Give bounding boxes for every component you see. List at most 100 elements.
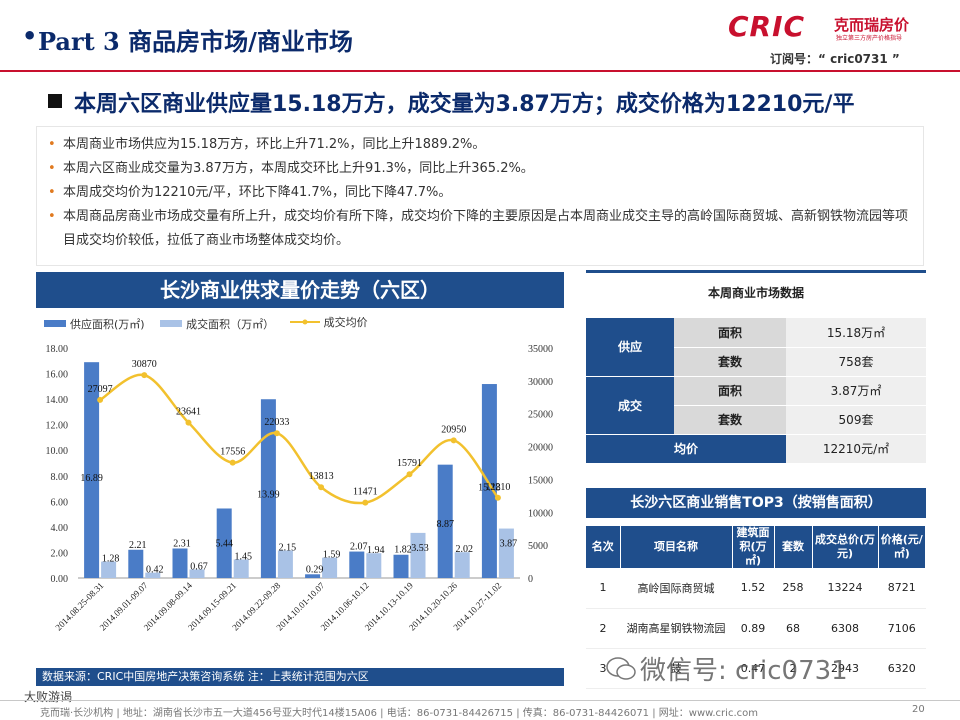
left-tick-label: 16.00 — [46, 370, 69, 381]
col-project: 项目名称 — [620, 526, 733, 568]
supply-bar — [393, 554, 409, 578]
right-tick-label: 0 — [528, 574, 533, 585]
deal-units-label: 套数 — [674, 405, 786, 435]
logo-cn-name: 克而瑞房价 — [834, 16, 910, 34]
table-row: 均价 12210元/㎡ — [586, 434, 926, 464]
market-data-table: 供应 面积 15.18万㎡ 套数 758套 成交 面积 3.87万㎡ 套数 50… — [586, 318, 926, 464]
bullet-deal: 本周六区商业成交量为3.87万方，本周成交环比上升91.3%，同比上升365.2… — [45, 157, 915, 181]
cell: 68 — [774, 608, 812, 649]
cell: 0.89 — [732, 608, 774, 649]
right-tick-label: 20000 — [528, 443, 553, 454]
price-point — [185, 419, 192, 426]
right-tick-label: 10000 — [528, 508, 553, 519]
deal-data-label: 1.45 — [234, 551, 252, 562]
market-table-topline — [586, 270, 926, 273]
chart-legend: 供应面积(万㎡) 成交面积（万㎡） 成交均价 — [44, 314, 380, 332]
cell: 2 — [774, 648, 812, 689]
page-number: 20 — [912, 704, 925, 715]
page-title: Part 3 商品房市场/商业市场 — [38, 27, 353, 56]
price-point — [362, 499, 369, 506]
table-row: 成交 面积 3.87万㎡ — [586, 376, 926, 435]
left-tick-label: 12.00 — [46, 421, 69, 432]
cell: 鼓 — [620, 648, 732, 689]
deal-data-label: 3.87 — [500, 539, 518, 550]
deal-bar — [410, 532, 426, 578]
supply-label: 供应 — [586, 318, 674, 377]
table-row: 2 湖南高星钢铁物流园 0.89 68 6308 7106 — [586, 608, 926, 649]
bullet-price: 本周成交均价为12210元/平，环比下降41.7%，同比下降47.7%。 — [45, 181, 915, 205]
corner-brand: 大败游谒 — [24, 690, 73, 704]
price-data-label: 23641 — [176, 407, 201, 418]
deal-bar — [322, 557, 338, 578]
footer-contact: 克而瑞·长沙机构 | 地址：湖南省长沙市五一大道456号亚大时代14楼15A06… — [40, 708, 758, 719]
cell: 1.52 — [732, 568, 774, 609]
col-units: 套数 — [774, 526, 813, 568]
price-data-label: 22033 — [264, 417, 289, 428]
supply-demand-price-chart: 0.00 2.00 4.00 6.00 8.00 10.00 12.00 14.00 16.00… — [46, 344, 554, 632]
price-data-label: 20950 — [441, 424, 466, 435]
avg-price-label: 均价 — [586, 434, 786, 464]
legend-supply: 供应面积(万㎡) — [44, 316, 145, 332]
supply-data-label: 16.89 — [80, 473, 103, 484]
top3-table: 名次 项目名称 建筑面积(万㎡) 套数 成交总价(万元) 价格(元/㎡) 1 高… — [586, 526, 926, 689]
deal-label: 成交 — [586, 376, 674, 435]
deal-area-value: 3.87万㎡ — [786, 376, 926, 406]
supply-data-label: 5.44 — [215, 539, 233, 550]
left-tick-label: 4.00 — [51, 523, 69, 534]
supply-bar — [128, 549, 144, 578]
deal-data-label: 0.67 — [190, 561, 208, 572]
supply-bar — [437, 464, 453, 578]
deal-bar — [454, 552, 470, 578]
headline: 本周六区商业供应量15.18万方，成交量为3.87万方；成交价格为12210元/… — [74, 92, 855, 117]
supply-data-label: 2.21 — [129, 540, 147, 551]
cell: 2 — [586, 608, 620, 649]
deal-data-label: 1.59 — [323, 550, 341, 561]
deal-bar — [233, 559, 249, 578]
supply-units-value: 758套 — [786, 347, 926, 377]
price-point — [141, 372, 148, 379]
table-row: 1 高岭国际商贸城 1.52 258 13224 8721 — [586, 568, 926, 609]
col-total: 成交总价(万元) — [812, 526, 879, 568]
deal-data-label: 2.15 — [279, 543, 297, 554]
right-tick-label: 30000 — [528, 377, 553, 388]
supply-data-label: 1.82 — [394, 545, 412, 556]
deal-bar — [366, 553, 382, 578]
deal-data-label: 3.53 — [411, 543, 429, 554]
wechat-watermark: 微信号: cric0731 — [640, 656, 848, 686]
right-tick-label: 5000 — [528, 541, 548, 552]
deal-data-label: 1.94 — [367, 545, 385, 556]
cell: 258 — [774, 568, 812, 609]
summary-bullets: 本周商业市场供应为15.18万方，环比上升71.2%，同比上升1889.2%。 … — [36, 126, 924, 266]
supply-bar — [216, 508, 232, 578]
price-data-label: 17556 — [220, 447, 245, 458]
left-tick-label: 6.00 — [51, 497, 69, 508]
price-point — [450, 437, 457, 444]
legend-deal-label: 成交面积（万㎡） — [186, 317, 275, 331]
avg-price-value: 12210元/㎡ — [786, 434, 926, 464]
supply-area-label: 面积 — [674, 318, 786, 348]
table-header-row: 名次 项目名称 建筑面积(万㎡) 套数 成交总价(万元) 价格(元/㎡) — [586, 526, 926, 568]
market-table-title: 本周商业市场数据 — [707, 286, 804, 300]
price-data-label: 13813 — [309, 471, 334, 482]
header-divider — [0, 70, 960, 72]
legend-price-label: 成交均价 — [323, 316, 368, 329]
legend-supply-swatch — [44, 320, 66, 327]
cell: 6320 — [878, 648, 926, 689]
price-data-label: 27097 — [88, 384, 113, 395]
top3-title: 长沙六区商业销售TOP3（按销售面积） — [586, 488, 926, 518]
deal-area-label: 面积 — [674, 376, 786, 406]
bullet-supply: 本周商业市场供应为15.18万方，环比上升71.2%，同比上升1889.2%。 — [45, 133, 915, 157]
left-tick-label: 0.00 — [51, 574, 69, 585]
right-tick-label: 25000 — [528, 410, 553, 421]
supply-bar — [481, 384, 497, 578]
right-tick-label: 15000 — [528, 475, 553, 486]
supply-data-label: 8.87 — [436, 519, 454, 530]
subscription-id: 订阅号：“ cric0731 ” — [770, 52, 900, 66]
title-bullet: • — [22, 22, 38, 50]
supply-data-label: 15.18 — [478, 483, 501, 494]
legend-supply-label: 供应面积(万㎡) — [70, 317, 145, 331]
cell: 8721 — [878, 568, 926, 609]
supply-bar — [305, 574, 321, 578]
legend-deal-swatch — [160, 320, 183, 327]
left-tick-label: 2.00 — [51, 548, 69, 559]
